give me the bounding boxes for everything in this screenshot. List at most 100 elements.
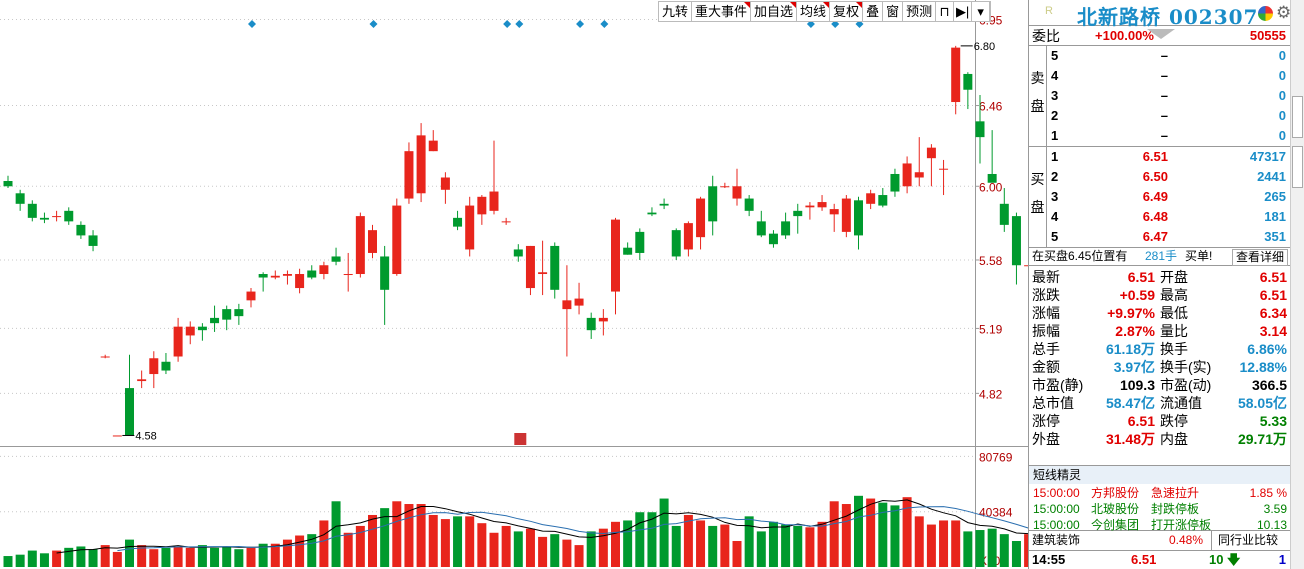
toolbar-label: 复权	[833, 4, 860, 19]
level-volume: 2441	[1257, 169, 1286, 184]
volume-bar	[538, 536, 548, 567]
toolbar-btn-7[interactable]: 预测	[903, 2, 937, 21]
view-detail-button[interactable]: 查看详细	[1231, 249, 1288, 266]
volume-bar	[768, 521, 778, 567]
flag-mark	[856, 2, 863, 8]
side-label-top: 卖	[1030, 70, 1045, 86]
volume-bar	[817, 521, 827, 567]
candle-body	[404, 151, 414, 199]
tick-count: 1	[1278, 552, 1286, 567]
side-scrollbar[interactable]	[1290, 0, 1304, 569]
candle-body	[270, 275, 280, 278]
arrow-down-icon: 🡇	[1227, 552, 1241, 567]
flag-mark	[790, 2, 797, 8]
volume-bar	[890, 505, 900, 567]
industry-name[interactable]: 建筑装饰	[1032, 533, 1081, 547]
candle-body	[562, 300, 572, 310]
volume-bar	[501, 525, 511, 567]
event-diamond-icon	[600, 20, 609, 28]
stock-title: 北新路桥 002307	[1077, 5, 1259, 29]
volume-bar	[392, 501, 402, 567]
price-tick-label: 5.58	[979, 254, 1003, 268]
candle-body	[513, 249, 523, 257]
wizard-value: 1.85 %	[1249, 486, 1287, 500]
candle-body	[39, 217, 49, 220]
volume-bar	[623, 520, 633, 567]
candle-body	[890, 173, 900, 192]
toolbar-btn-6[interactable]: 窗	[883, 2, 904, 21]
volume-ma10-line	[117, 506, 1028, 552]
candle-body	[538, 272, 548, 275]
candle-body	[659, 203, 669, 206]
wizard-event: 打开涨停板	[1151, 518, 1212, 532]
candle-body	[355, 216, 365, 275]
industry-compare-button[interactable]: 同行业比较	[1211, 531, 1291, 550]
volume-bar	[343, 532, 353, 567]
buy-level-row[interactable]: 2 6.50 2441	[1048, 167, 1290, 187]
side-tab-2[interactable]	[1292, 146, 1303, 188]
jump-end-icon[interactable]: ▶|	[954, 2, 973, 21]
toolbar-btn-2[interactable]: 加自选	[751, 2, 798, 21]
quote-label: 最低	[1160, 305, 1188, 321]
toolbar-btn-5[interactable]: 叠	[863, 2, 884, 21]
sell-side-label: 卖盘	[1029, 46, 1047, 147]
candle-body	[720, 186, 730, 188]
sell-level-row[interactable]: 4 – 0	[1048, 66, 1290, 86]
sell-level-row[interactable]: 2 – 0	[1048, 106, 1290, 126]
sell-level-row[interactable]: 5 – 0	[1048, 46, 1290, 66]
color-scheme-icon[interactable]	[1258, 6, 1273, 21]
gear-icon[interactable]: ⚙	[1276, 3, 1292, 22]
collapse-arrow-icon[interactable]	[1147, 29, 1175, 39]
toolbar-btn-4[interactable]: 复权	[830, 2, 864, 21]
event-diamond-icon	[576, 20, 585, 28]
sell-level-row[interactable]: 1 – 0	[1048, 126, 1290, 146]
quote-label: 外盘	[1032, 431, 1060, 447]
wizard-row[interactable]: 15:00:00 方邦股份 急速拉升 1.85 %	[1033, 485, 1287, 501]
candle-body	[829, 209, 839, 215]
buy-level-row[interactable]: 1 6.51 47317	[1048, 147, 1290, 167]
volume-bar	[878, 502, 888, 567]
toolbar-btn-0[interactable]: 九转	[659, 2, 693, 21]
lock-icon[interactable]: ⊓	[936, 2, 955, 21]
wizard-row[interactable]: 15:00:00 北玻股份 封跌停板 3.59	[1033, 501, 1287, 517]
alert-qty: 281手	[1145, 249, 1178, 263]
low-price-label: 4.58	[135, 430, 156, 442]
level-volume: 0	[1278, 68, 1286, 83]
volume-bar	[683, 514, 693, 567]
volume-bar	[453, 516, 463, 567]
candle-body	[234, 309, 244, 317]
volume-bar	[562, 539, 572, 567]
buy-level-row[interactable]: 5 6.47 351	[1048, 227, 1290, 247]
toolbar-btn-3[interactable]: 均线	[797, 2, 831, 21]
event-diamond-icon	[855, 20, 864, 28]
quote-value: 3.14	[1259, 323, 1287, 339]
buy-level-row[interactable]: 3 6.49 265	[1048, 187, 1290, 207]
toolbar-label: 加自选	[754, 4, 794, 19]
kline-chart[interactable]: 6.956.466.005.585.194.826.804.5880769403…	[0, 0, 1028, 569]
quote-grid: 最新 6.51 开盘 6.51 涨跌 +0.59 最高 6.51 涨幅 +9.97% 最低 6.34 振…	[1029, 266, 1290, 466]
sell-level-row[interactable]: 3 – 0	[1048, 86, 1290, 106]
candle-body	[197, 326, 207, 331]
quote-label: 金额	[1032, 359, 1060, 375]
volume-bar	[319, 520, 329, 567]
candle-body	[878, 195, 888, 206]
wizard-title: 短线精灵	[1029, 466, 1290, 484]
volume-bar	[234, 549, 244, 567]
buy-level-row[interactable]: 4 6.48 181	[1048, 207, 1290, 227]
side-tab-1[interactable]	[1292, 96, 1303, 138]
volume-bar	[744, 516, 754, 567]
wizard-stock: 今创集团	[1091, 518, 1140, 532]
level-price: 6.50	[1142, 169, 1168, 184]
candle-body	[331, 256, 341, 262]
candle-body	[623, 247, 633, 255]
wizard-row[interactable]: 15:00:00 今创集团 打开涨停板 10.13	[1033, 517, 1287, 533]
toolbar-btn-1[interactable]: 重大事件	[692, 2, 752, 21]
volume-bar	[52, 550, 62, 567]
quote-panel: R 北新路桥 002307 ⚙ 委比 +100.00% 50555 卖盘 5–0 4…	[1028, 0, 1292, 569]
quote-value: 6.51	[1127, 269, 1155, 285]
quote-label: 最高	[1160, 287, 1188, 303]
dropdown-icon[interactable]: ▾	[972, 2, 991, 21]
volume-bar	[647, 512, 657, 567]
candle-body	[696, 198, 706, 238]
candle-body	[137, 379, 147, 382]
